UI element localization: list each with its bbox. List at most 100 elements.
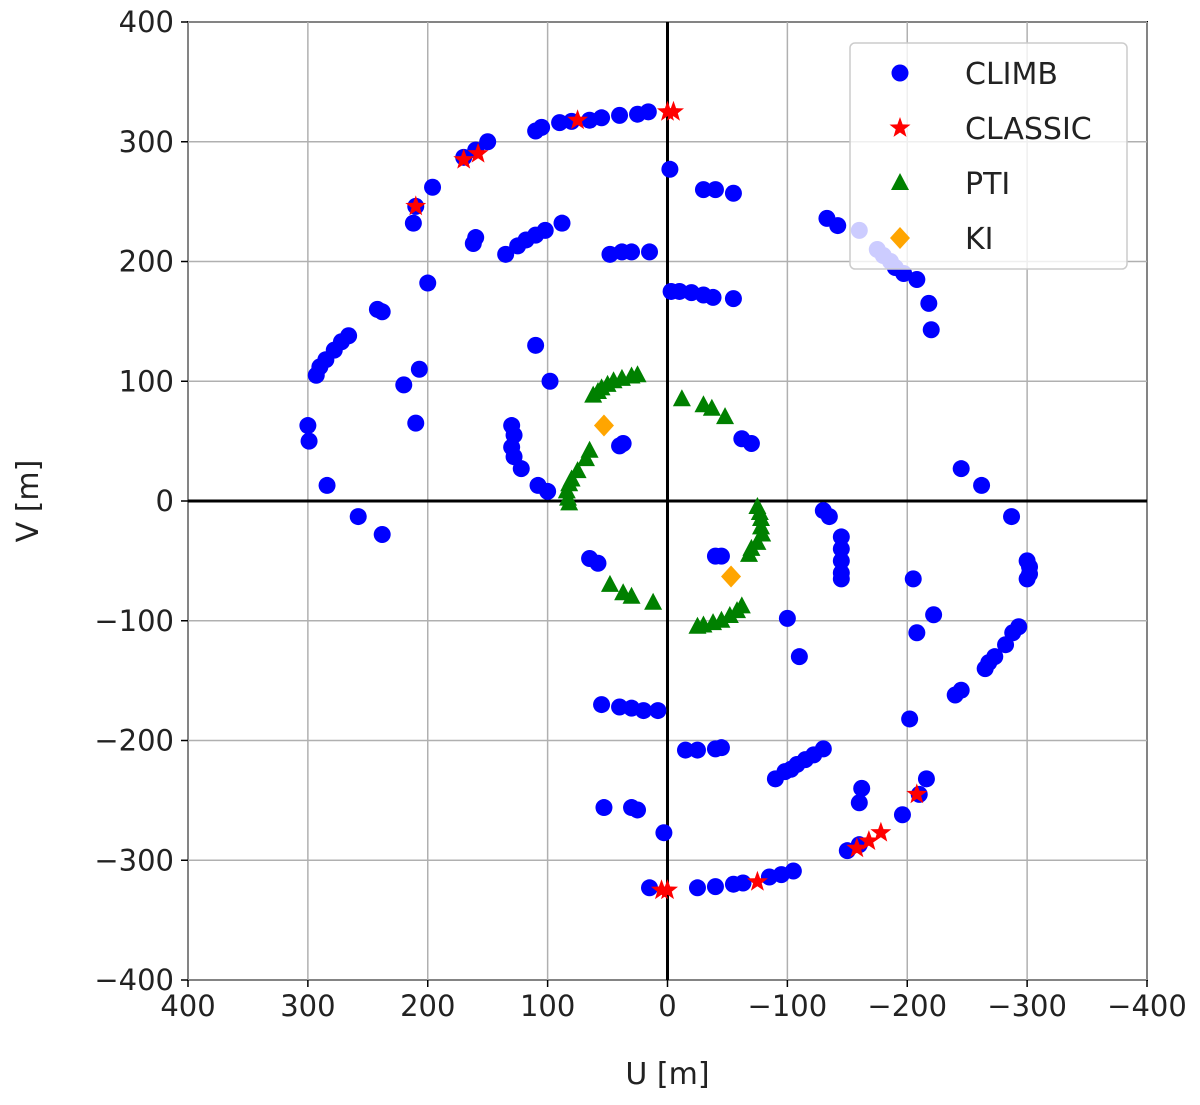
legend: CLIMB CLASSIC PTI KI: [849, 42, 1128, 270]
climb-point: [307, 366, 325, 384]
climb-point: [832, 540, 850, 558]
climb-point: [850, 794, 868, 812]
climb-point: [611, 106, 629, 124]
pti-point: [584, 385, 603, 403]
y-axis-label: V [m]: [11, 460, 46, 543]
climb-point: [527, 122, 545, 140]
legend-marker-pti: [891, 173, 909, 190]
x-tick-label: 300: [280, 989, 335, 1023]
climb-point: [551, 114, 569, 132]
y-tick-label: 400: [119, 5, 174, 39]
pti-point: [702, 398, 721, 416]
x-tick-label: −300: [987, 989, 1067, 1023]
pti-point: [716, 407, 735, 425]
climb-point: [349, 508, 367, 526]
x-tick-label: 400: [160, 989, 215, 1023]
series-pti: [557, 365, 772, 634]
pti-point: [557, 481, 576, 499]
y-tick-label: −300: [94, 843, 174, 877]
climb-point: [976, 660, 994, 678]
legend-marker-climb: [891, 64, 909, 82]
climb-point: [635, 702, 653, 720]
y-tick-label: 300: [119, 125, 174, 159]
classic-point: [663, 100, 684, 121]
x-tick-label: −200: [867, 989, 947, 1023]
climb-point: [497, 245, 515, 263]
climb-point: [694, 181, 712, 199]
classic-point: [746, 870, 768, 891]
series-climb: [299, 103, 1039, 897]
legend-label-classic: CLASSIC: [965, 112, 1092, 147]
y-tick-label: 200: [119, 245, 174, 279]
climb-point: [908, 270, 926, 288]
climb-point: [479, 133, 497, 151]
climb-point: [712, 547, 730, 565]
classic-point: [567, 109, 589, 130]
data-points: [299, 100, 1039, 900]
climb-point: [539, 482, 557, 500]
climb-point: [299, 417, 317, 435]
climb-point: [734, 874, 752, 892]
climb-point: [589, 554, 607, 572]
legend-box: [849, 42, 1128, 270]
climb-point: [655, 824, 673, 842]
climb-point: [1018, 570, 1036, 588]
classic-point: [651, 879, 672, 900]
climb-point: [766, 770, 784, 788]
climb-point: [688, 879, 706, 897]
climb-point: [901, 710, 919, 728]
legend-label-pti: PTI: [965, 167, 1010, 202]
climb-point: [946, 686, 964, 704]
climb-point: [778, 609, 796, 627]
climb-point: [832, 552, 850, 570]
climb-point: [706, 181, 724, 199]
climb-point: [541, 372, 559, 390]
climb-point: [712, 739, 730, 757]
climb-point: [724, 290, 742, 308]
pti-point: [752, 517, 771, 535]
legend-marker-ki: [890, 227, 910, 249]
climb-point: [908, 624, 926, 642]
climb-point: [1003, 508, 1021, 526]
climb-point: [688, 741, 706, 759]
climb-point: [395, 376, 413, 394]
climb-point: [629, 801, 647, 819]
climb-point: [553, 214, 571, 232]
legend-label-climb: CLIMB: [965, 57, 1058, 92]
classic-point: [453, 148, 475, 169]
classic-point: [858, 830, 880, 850]
pti-point: [720, 605, 739, 623]
climb-point: [410, 360, 428, 378]
y-tick-label: −200: [94, 724, 174, 758]
climb-point: [593, 696, 611, 714]
y-tick-label: 100: [119, 364, 174, 398]
series-ki: [593, 414, 742, 588]
pti-point: [560, 493, 579, 511]
climb-point: [661, 160, 679, 178]
climb-point: [536, 221, 554, 239]
climb-point: [925, 606, 943, 624]
x-tick-label: 0: [658, 989, 676, 1023]
y-tick-label: −100: [94, 604, 174, 638]
ki-point: [721, 565, 742, 588]
climb-point: [997, 636, 1015, 654]
climb-point: [581, 111, 599, 129]
classic-point: [906, 783, 928, 804]
legend-label-ki: KI: [965, 222, 994, 257]
climb-point: [641, 243, 659, 261]
climb-point: [611, 437, 629, 455]
x-tick-labels: 400 300 200 100 0 −100 −200 −300 −400: [160, 980, 1187, 1023]
pti-point: [740, 544, 759, 562]
climb-point: [922, 321, 940, 339]
ki-point: [593, 414, 614, 437]
x-axis-label: U [m]: [625, 1057, 709, 1092]
climb-point: [829, 217, 847, 235]
x-tick-label: −400: [1107, 989, 1187, 1023]
climb-point: [904, 570, 922, 588]
classic-point: [846, 837, 868, 858]
climb-point: [920, 294, 938, 312]
pti-point: [712, 610, 731, 628]
y-tick-label: 0: [156, 484, 174, 518]
x-tick-label: 200: [400, 989, 455, 1023]
climb-point: [318, 476, 336, 494]
